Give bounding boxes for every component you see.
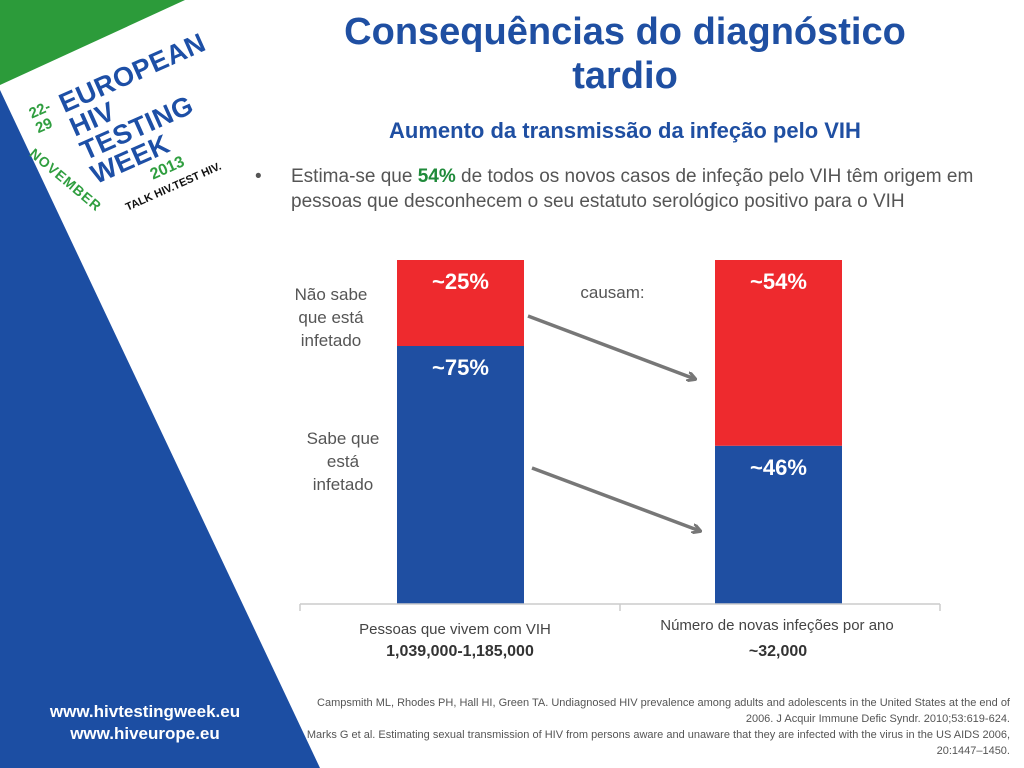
bar-label-2-2: ~54% <box>750 269 807 294</box>
unaware-label-line2: que está <box>298 308 364 327</box>
blue-corner-shape <box>0 90 320 768</box>
green-corner-shape <box>0 0 185 85</box>
category-label-2: Número de novas infeções por ano <box>660 617 894 634</box>
aware-label-line2: está <box>326 452 360 471</box>
bar-segment-1-2 <box>397 260 524 346</box>
bullet-highlight: 54% <box>417 166 456 187</box>
category-label-1: Pessoas que vivem com VIH <box>359 621 551 638</box>
bullet-dot-icon: • <box>255 166 262 187</box>
page-title: Consequências do diagnóstico tardio <box>260 10 990 98</box>
reference-2: Marks G et al. Estimating sexual transmi… <box>306 729 1010 757</box>
title-line2: tardio <box>572 55 678 97</box>
causes-label: causam: <box>580 283 645 302</box>
category-value-2: ~32,000 <box>748 643 808 660</box>
unaware-label-line3: infetado <box>300 331 362 350</box>
bullet-suffix: de todos os novos casos de infeção pelo … <box>291 166 974 212</box>
bar-label-2-1: ~46% <box>750 455 807 480</box>
aware-label-line3: infetado <box>312 475 374 494</box>
website-link-2[interactable]: www.hiveurope.eu <box>70 724 220 743</box>
reference-1: Campsmith ML, Rhodes PH, Hall HI, Green … <box>317 697 1010 725</box>
bar-segment-1-1 <box>397 346 524 604</box>
unaware-label-line1: Não sabe <box>294 285 368 304</box>
title-line1: Consequências do diagnóstico <box>344 11 906 53</box>
bar-segment-2-1 <box>715 445 842 604</box>
page-subtitle: Aumento da transmissão da infeção pelo V… <box>389 118 861 143</box>
arrow-aware-icon <box>531 466 700 531</box>
aware-label: Sabe que está infetado <box>288 427 398 496</box>
bullet-text: Estima-se que 54% de todos os novos caso… <box>291 164 991 214</box>
category-value-1: 1,039,000-1,185,000 <box>386 643 534 660</box>
unaware-label: Não sabe que está infetado <box>276 283 386 352</box>
website-link-1[interactable]: www.hivtestingweek.eu <box>49 702 241 721</box>
bar-segment-2-2 <box>715 260 842 446</box>
aware-label-line1: Sabe que <box>306 429 380 448</box>
arrow-unaware-icon <box>527 314 695 379</box>
bar-label-1-1: ~75% <box>432 355 489 380</box>
references: Campsmith ML, Rhodes PH, Hall HI, Green … <box>305 695 1010 759</box>
bullet-prefix: Estima-se que <box>291 166 418 187</box>
bar-label-1-2: ~25% <box>432 269 489 294</box>
chart-bars: ~75% ~25% ~46% ~54% <box>397 260 842 604</box>
